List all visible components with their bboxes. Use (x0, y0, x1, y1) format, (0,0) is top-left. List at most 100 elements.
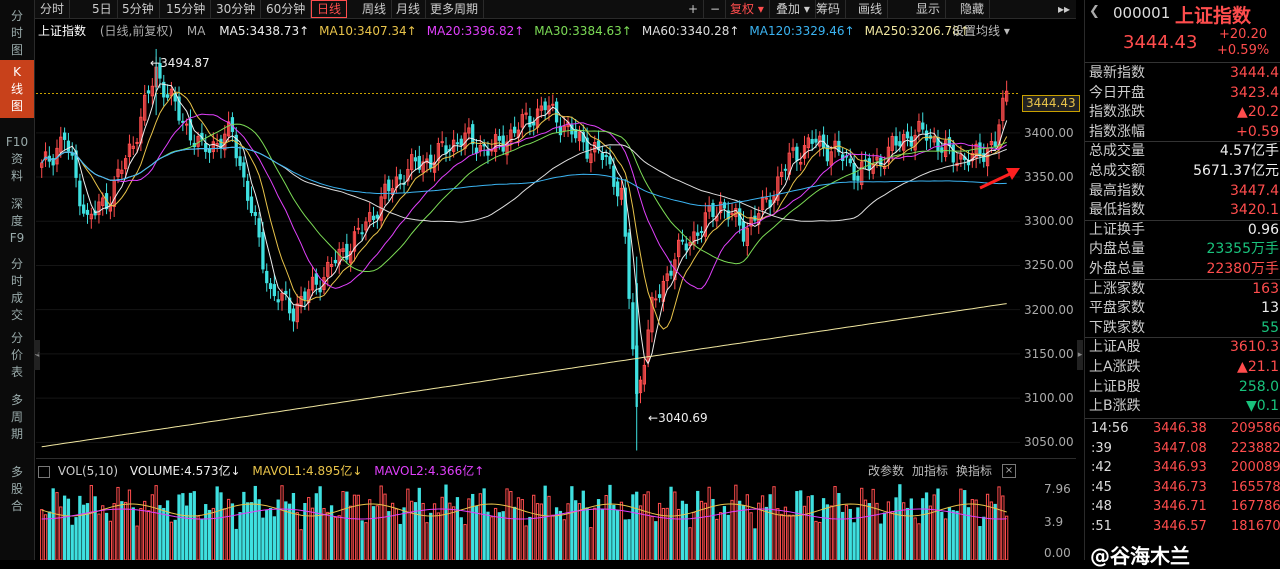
candle-body (905, 131, 910, 139)
period-8[interactable]: 月线 (391, 0, 427, 18)
candle-body (74, 150, 78, 178)
volume-bar (486, 511, 490, 560)
volume-bar (62, 495, 67, 560)
left-tab-2[interactable]: F10 资 料 (5, 135, 29, 183)
toolbar-right-0[interactable]: + (683, 0, 705, 18)
toolbar-right-2[interactable]: 复权 ▾ (725, 0, 770, 18)
volume-bar (421, 502, 425, 560)
volume-bar (619, 501, 624, 560)
close-icon[interactable]: × (1002, 464, 1016, 478)
quote-value: 4.57亿手 (1219, 143, 1279, 160)
volume-bar (848, 508, 852, 560)
candle-body (539, 105, 543, 111)
quote-key: 总成交量 (1089, 143, 1145, 160)
candle-body (699, 230, 704, 233)
quote-row: 上证A股 3610.3 (1089, 338, 1279, 357)
quote-value: 3423.4 (1230, 84, 1279, 101)
quote-value: 23355万手 (1206, 241, 1279, 258)
collapse-right-button[interactable]: ▸ (1077, 340, 1083, 370)
candle-body (440, 141, 444, 144)
quote-key: 上涨家数 (1089, 280, 1145, 297)
period-2[interactable]: 5分钟 (117, 0, 160, 18)
left-tab-3[interactable]: 深 度 F9 (9, 197, 25, 245)
tick-volume: 181670 (1231, 519, 1280, 534)
candle-body (326, 261, 330, 277)
quote-value: 13 (1261, 300, 1279, 317)
toolbar-right-3[interactable]: 叠加 ▾ (771, 0, 816, 18)
volume-bar (230, 503, 235, 560)
period-0[interactable]: 分时 (35, 0, 71, 18)
volume-bar (40, 509, 44, 560)
period-1[interactable]: 5日 (87, 0, 118, 18)
volume-bar (635, 491, 639, 560)
volume-bar (448, 502, 452, 560)
candle-body (657, 294, 662, 298)
vol-action-2[interactable]: 换指标 (956, 464, 993, 478)
period-7[interactable]: 周线 (357, 0, 393, 18)
volume-bar (596, 499, 601, 560)
candle-body (860, 161, 864, 186)
volume-bar (951, 510, 955, 560)
volume-bar (615, 509, 620, 560)
volume-bar (829, 505, 833, 560)
ma20-line (41, 113, 1007, 290)
period-6[interactable]: 日线 (311, 0, 348, 18)
prev-stock-icon[interactable]: ❮ (1089, 4, 1100, 19)
left-tab-4[interactable]: 分 时 成 交 (10, 257, 23, 322)
toolbar-right-4[interactable]: 筹码 (811, 0, 847, 18)
expand-icon[interactable] (38, 465, 50, 478)
period-4[interactable]: 30分钟 (211, 0, 262, 18)
volume-bar (219, 492, 223, 560)
left-tab-1[interactable]: K 线 图 (0, 60, 34, 118)
period-5[interactable]: 60分钟 (261, 0, 312, 18)
volume-bar (837, 493, 841, 560)
candle-body (158, 63, 162, 79)
volume-bar (268, 507, 273, 560)
ma-settings-button[interactable]: 设置均线 ▾ (952, 24, 1010, 38)
left-tab-7[interactable]: 多 股 合 (10, 465, 23, 513)
volume-bar (467, 498, 471, 560)
left-tab-5[interactable]: 分 价 表 (10, 331, 23, 379)
volume-bar (169, 521, 174, 560)
toolbar-more-button[interactable]: ▸▸ (1058, 2, 1071, 16)
candle-body (673, 259, 677, 281)
vol-action-1[interactable]: 加指标 (912, 464, 949, 478)
toolbar-right-7[interactable]: 隐藏 (955, 0, 991, 18)
quote-row: 外盘总量 22380万手 (1089, 260, 1279, 279)
volume-actions: 改参数 加指标 换指标 (868, 462, 1000, 480)
candle-body (989, 140, 994, 146)
period-9[interactable]: 更多周期 (425, 0, 485, 18)
left-tab-0[interactable]: 分 时 图 (10, 9, 23, 57)
mavol2-line (41, 508, 1007, 520)
volume-bar (402, 507, 406, 560)
volume-bar (890, 511, 894, 560)
volume-bar (814, 520, 818, 560)
tick-time: :39 (1091, 440, 1112, 456)
ma-item-4: MA60:3340.28↑ (641, 24, 740, 38)
toolbar-right-1[interactable]: − (705, 0, 727, 18)
quote-key: 最新指数 (1089, 65, 1145, 81)
period-3[interactable]: 15分钟 (161, 0, 212, 18)
volume-bar (43, 514, 48, 560)
volume-bar (825, 504, 830, 560)
toolbar-right-5[interactable]: 画线 (853, 0, 889, 18)
volume-bar (745, 494, 749, 560)
candle-body (554, 101, 559, 123)
kline-chart[interactable] (36, 40, 1020, 460)
volume-bar (574, 500, 578, 560)
candle-body (970, 152, 974, 162)
tick-price: 3446.93 (1153, 460, 1207, 476)
volume-bar (246, 502, 250, 560)
collapse-left-button[interactable]: ◂ (34, 340, 40, 370)
candle-body (211, 141, 215, 153)
volume-bar (963, 490, 967, 560)
candle-body (276, 299, 280, 303)
volume-bar (329, 505, 334, 560)
left-tab-6[interactable]: 多 周 期 (10, 393, 23, 441)
tick-price: 3446.57 (1153, 519, 1207, 534)
toolbar-right-6[interactable]: 显示 (911, 0, 947, 18)
candle-body (299, 295, 303, 308)
candle-body (234, 134, 238, 159)
vol-action-0[interactable]: 改参数 (868, 464, 905, 478)
volume-bar (673, 491, 677, 560)
